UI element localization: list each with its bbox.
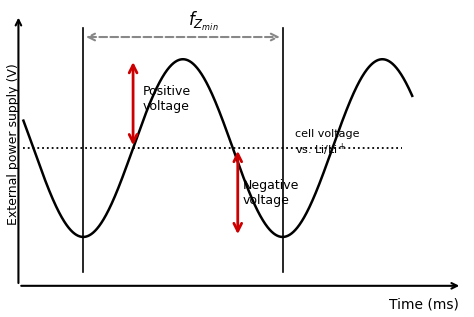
Text: Time (ms): Time (ms)	[389, 297, 459, 311]
Text: Positive
voltage: Positive voltage	[143, 85, 191, 113]
Text: Negative
voltage: Negative voltage	[243, 178, 299, 206]
Text: External power supply (V): External power supply (V)	[7, 63, 20, 224]
Text: $f_{Z_{min}}$: $f_{Z_{min}}$	[188, 10, 218, 33]
Text: cell voltage
vs. Li/Li$^+$: cell voltage vs. Li/Li$^+$	[294, 129, 359, 158]
